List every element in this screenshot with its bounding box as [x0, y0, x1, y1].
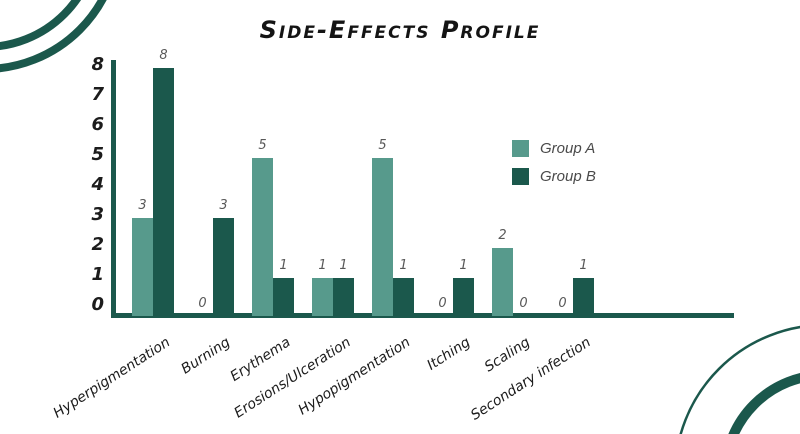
bar-group-a — [132, 218, 153, 316]
y-axis-tick-label: 3 — [91, 204, 104, 225]
legend-swatch-group-a — [512, 140, 529, 157]
bar-group-b — [213, 218, 234, 316]
legend-swatch-group-b — [512, 168, 529, 185]
y-axis-tick-label: 8 — [91, 54, 104, 75]
bar-group-b — [453, 278, 474, 316]
bar-value-label: 0 — [519, 296, 528, 311]
bar-value-label: 8 — [159, 48, 168, 63]
bar-value-label: 1 — [279, 258, 288, 273]
bar-group-b — [333, 278, 354, 316]
bar-group-a — [252, 158, 273, 316]
chart-title: Side-Effects Profile — [259, 16, 541, 44]
x-axis-category-label: Burning — [178, 334, 234, 378]
bar-value-label: 3 — [138, 198, 147, 213]
x-axis-category-label: Scaling — [482, 334, 534, 376]
legend: Group A Group B — [512, 140, 596, 196]
bar-group-b — [393, 278, 414, 316]
bar-group-b — [273, 278, 294, 316]
bar-value-label: 1 — [339, 258, 348, 273]
bar-value-label: 1 — [579, 258, 588, 273]
y-axis-tick-label: 4 — [91, 174, 104, 195]
corner-arcs-bottom-right-decoration — [679, 325, 800, 434]
bar-value-label: 1 — [318, 258, 327, 273]
bar-group-b — [573, 278, 594, 316]
bar-value-label: 5 — [378, 138, 387, 153]
bar-group-b — [153, 68, 174, 316]
x-axis-line — [111, 313, 734, 318]
bar-value-label: 1 — [399, 258, 408, 273]
bar-group-a — [372, 158, 393, 316]
bar-value-label: 0 — [198, 296, 207, 311]
x-axis-category-label: Hyperpigmentation — [50, 334, 174, 422]
bar-value-label: 1 — [459, 258, 468, 273]
y-axis-tick-label: 1 — [91, 264, 104, 285]
legend-item-group-b: Group B — [512, 168, 596, 185]
bar-value-label: 3 — [219, 198, 228, 213]
y-axis-tick-label: 6 — [91, 114, 104, 135]
legend-label-group-b: Group B — [540, 168, 596, 185]
y-axis-tick-label: 2 — [91, 234, 104, 255]
bar-group-a — [312, 278, 333, 316]
y-axis-tick-label: 5 — [91, 144, 104, 165]
legend-item-group-a: Group A — [512, 140, 596, 157]
bar-value-label: 0 — [438, 296, 447, 311]
bar-value-label: 5 — [258, 138, 267, 153]
y-axis-tick-label: 7 — [91, 84, 104, 105]
x-axis-category-label: Itching — [424, 334, 474, 374]
bar-value-label: 2 — [498, 228, 507, 243]
y-axis-line — [111, 60, 116, 318]
x-axis-category-label: Hypopigmentation — [295, 334, 414, 419]
y-axis-tick-label: 0 — [91, 294, 104, 315]
legend-label-group-a: Group A — [540, 140, 596, 157]
bar-value-label: 0 — [558, 296, 567, 311]
bar-group-a — [492, 248, 513, 316]
